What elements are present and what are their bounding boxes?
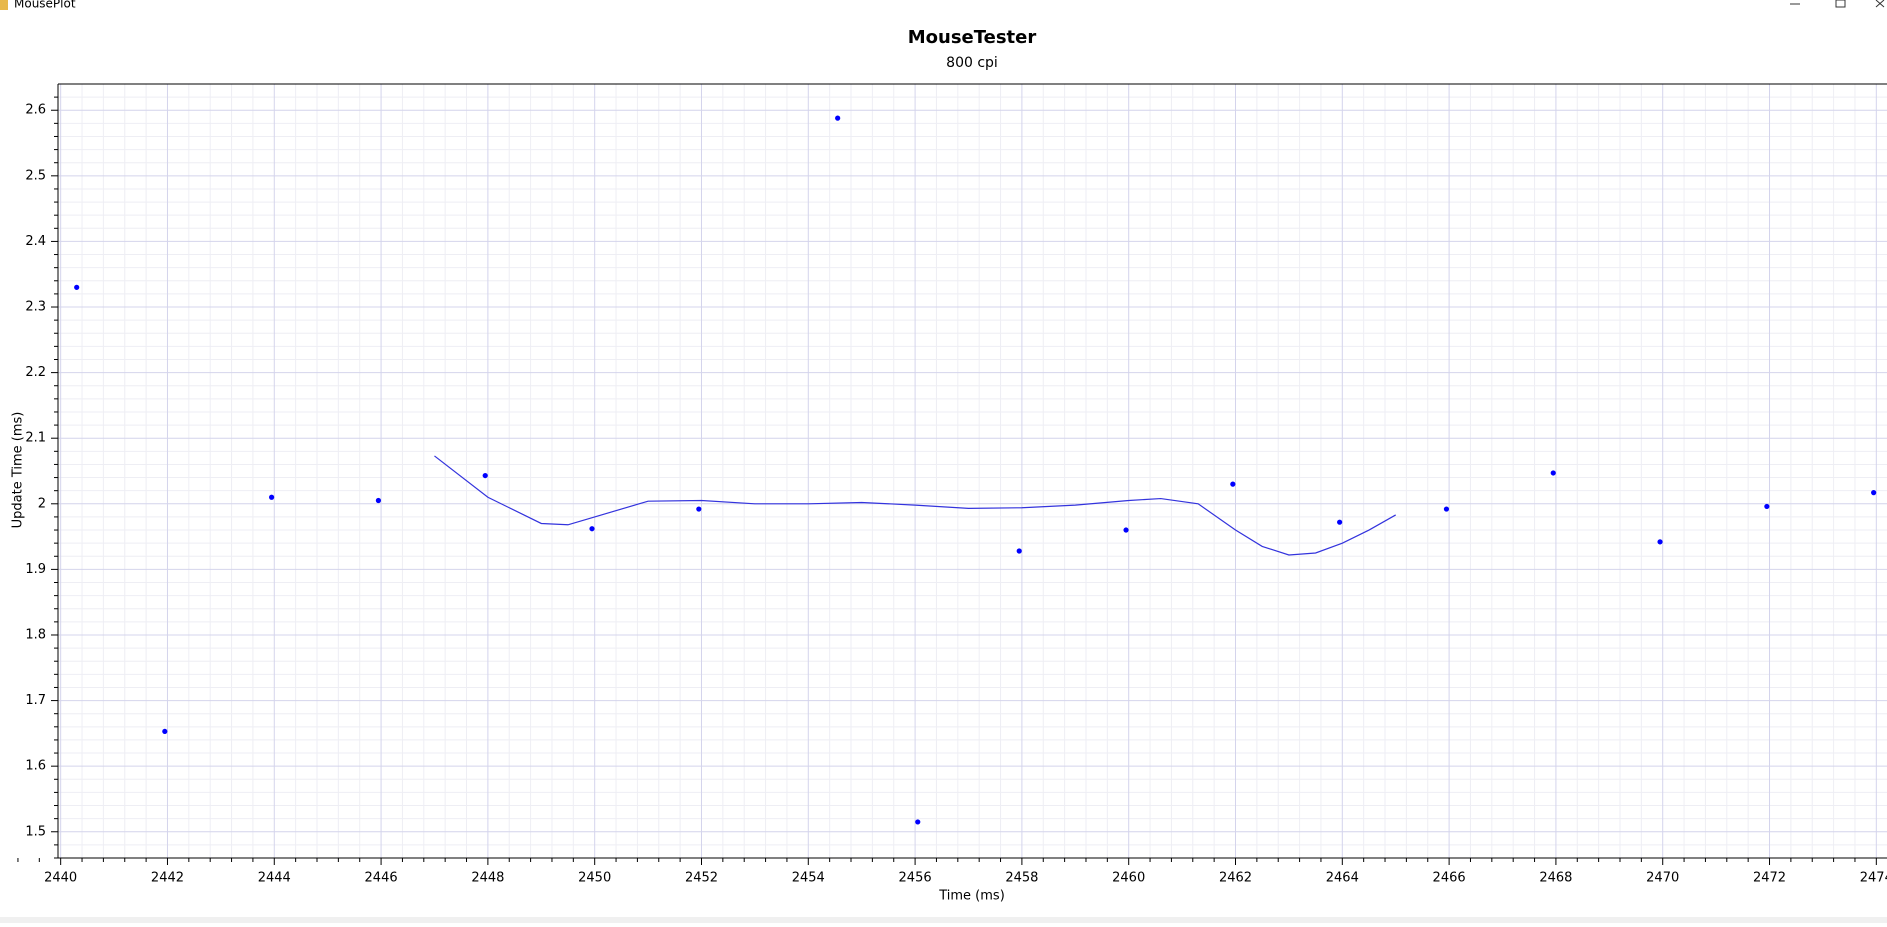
x-tick-label: 2456 xyxy=(899,871,932,886)
x-tick-label: 2462 xyxy=(1219,871,1252,886)
y-tick-label: 1.5 xyxy=(25,824,46,839)
y-tick-label: 1.6 xyxy=(25,759,46,774)
x-tick-label: 2466 xyxy=(1433,871,1466,886)
y-tick-label: 2 xyxy=(38,496,46,511)
x-tick-label: 2440 xyxy=(44,871,77,886)
window-title: MousePlot xyxy=(14,0,76,11)
trend-line xyxy=(434,455,1397,556)
y-tick-label: 2.3 xyxy=(25,300,46,315)
x-tick-label: 2458 xyxy=(1005,871,1038,886)
close-button[interactable] xyxy=(1875,0,1885,8)
status-bar xyxy=(0,917,1887,923)
data-point xyxy=(589,526,595,532)
y-axis-label: Update Time (ms) xyxy=(11,412,26,529)
data-point xyxy=(696,506,702,512)
x-tick-label: 2446 xyxy=(365,871,398,886)
x-tick-label: 2474 xyxy=(1860,871,1887,886)
data-point xyxy=(835,115,841,121)
x-tick-label: 2464 xyxy=(1326,871,1359,886)
data-point xyxy=(1657,539,1663,545)
chart-subtitle: 800 cpi xyxy=(946,55,998,71)
y-tick-label: 2.6 xyxy=(25,103,46,118)
x-tick-label: 2460 xyxy=(1112,871,1145,886)
restore-button[interactable] xyxy=(1835,0,1846,8)
data-point xyxy=(269,494,275,500)
x-tick-label: 2468 xyxy=(1539,871,1572,886)
data-point xyxy=(1443,506,1450,512)
data-point xyxy=(1123,527,1129,533)
data-point xyxy=(74,284,80,290)
plot-area xyxy=(58,84,1887,858)
y-tick-label: 2.5 xyxy=(25,168,46,183)
data-point xyxy=(915,819,921,825)
y-tick-label: 1.7 xyxy=(25,693,46,708)
data-point xyxy=(1550,470,1556,476)
data-point xyxy=(1871,490,1877,496)
y-tick-label: 2.1 xyxy=(25,431,46,446)
x-tick-label: 2442 xyxy=(151,871,184,886)
data-point xyxy=(1337,519,1343,525)
app-icon xyxy=(0,0,8,10)
x-tick-label: 2448 xyxy=(471,871,504,886)
data-point xyxy=(1764,503,1770,510)
data-point xyxy=(1230,481,1236,487)
x-tick-label: 2450 xyxy=(578,871,611,886)
x-axis-label: Time (ms) xyxy=(938,889,1005,904)
y-tick-label: 1.9 xyxy=(25,562,46,577)
x-tick-label: 2444 xyxy=(258,871,291,886)
data-point xyxy=(162,728,168,735)
x-tick-label: 2452 xyxy=(685,871,718,886)
y-tick-label: 1.8 xyxy=(25,627,46,642)
x-tick-label: 2472 xyxy=(1753,871,1786,886)
x-tick-label: 2470 xyxy=(1646,871,1679,886)
data-point xyxy=(482,472,488,479)
y-tick-label: 2.2 xyxy=(25,365,46,380)
data-point xyxy=(375,497,382,504)
chart-title: MouseTester xyxy=(908,27,1037,48)
x-tick-label: 2454 xyxy=(792,871,825,886)
y-tick-label: 2.4 xyxy=(25,234,46,249)
data-point xyxy=(1016,548,1022,554)
